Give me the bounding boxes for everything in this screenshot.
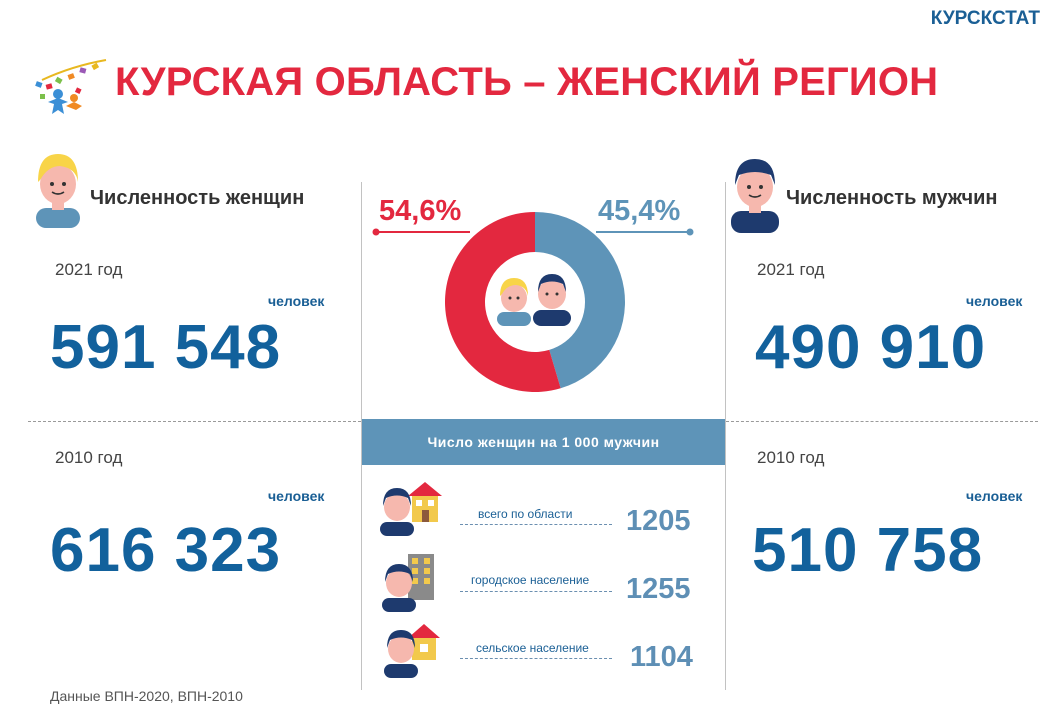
women-2021-year: 2021 год <box>55 260 123 279</box>
man-with-building-icon <box>382 554 434 612</box>
gender-share-donut <box>372 212 694 392</box>
divider-men-years <box>726 421 1038 422</box>
men-2021-year: 2021 год <box>757 260 825 279</box>
men-2010-year: 2010 год <box>757 448 825 467</box>
women-heading: Численность женщин <box>90 187 305 209</box>
men-2021-value: 490 910 <box>755 313 987 382</box>
man-with-house-icon <box>380 482 442 536</box>
men-2010-value: 510 758 <box>752 516 984 585</box>
couple-icon <box>497 274 571 326</box>
women-2010-year: 2010 год <box>55 448 123 467</box>
ratio-title-band: Число женщин на 1 000 мужчин <box>362 419 725 465</box>
man-with-cottage-icon <box>384 624 440 678</box>
ratio-label-urban: городское население <box>471 573 590 587</box>
man-avatar-icon <box>731 159 779 233</box>
ratio-label-rural: сельское население <box>476 641 589 655</box>
divider-right <box>725 182 726 690</box>
women-slice <box>445 212 561 392</box>
footnote: Данные ВПН-2020, ВПН-2010 <box>50 688 243 704</box>
men-slice <box>535 212 626 389</box>
women-2021-value: 591 548 <box>50 313 282 382</box>
page-title: КУРСКАЯ ОБЛАСТЬ – ЖЕНСКИЙ РЕГИОН <box>115 60 939 104</box>
women-leader-line-dot <box>372 228 380 236</box>
brand-name: КУРСКСТАТ <box>930 8 1040 29</box>
ratio-divider <box>460 658 612 659</box>
men-leader-line-dot <box>686 228 694 236</box>
women-2010-value: 616 323 <box>50 516 282 585</box>
men-share-label: 45,4% <box>598 195 681 227</box>
divider-women-years <box>28 421 361 422</box>
ratio-divider <box>460 524 612 525</box>
women-2010-unit: человек <box>268 488 325 504</box>
ratio-label-total: всего по области <box>478 507 573 521</box>
women-share-label: 54,6% <box>379 195 462 227</box>
ratio-divider <box>460 591 612 592</box>
women-2021-unit: человек <box>268 293 325 309</box>
men-2010-unit: человек <box>966 488 1023 504</box>
ratio-value-rural: 1104 <box>630 641 693 673</box>
ratio-value-total: 1205 <box>626 505 691 537</box>
woman-avatar-icon <box>36 154 80 228</box>
divider-left <box>361 182 362 690</box>
men-2021-unit: человек <box>966 293 1023 309</box>
men-heading: Численность мужчин <box>786 187 998 209</box>
region-logo-icon <box>35 59 107 114</box>
ratio-value-urban: 1255 <box>626 573 691 605</box>
